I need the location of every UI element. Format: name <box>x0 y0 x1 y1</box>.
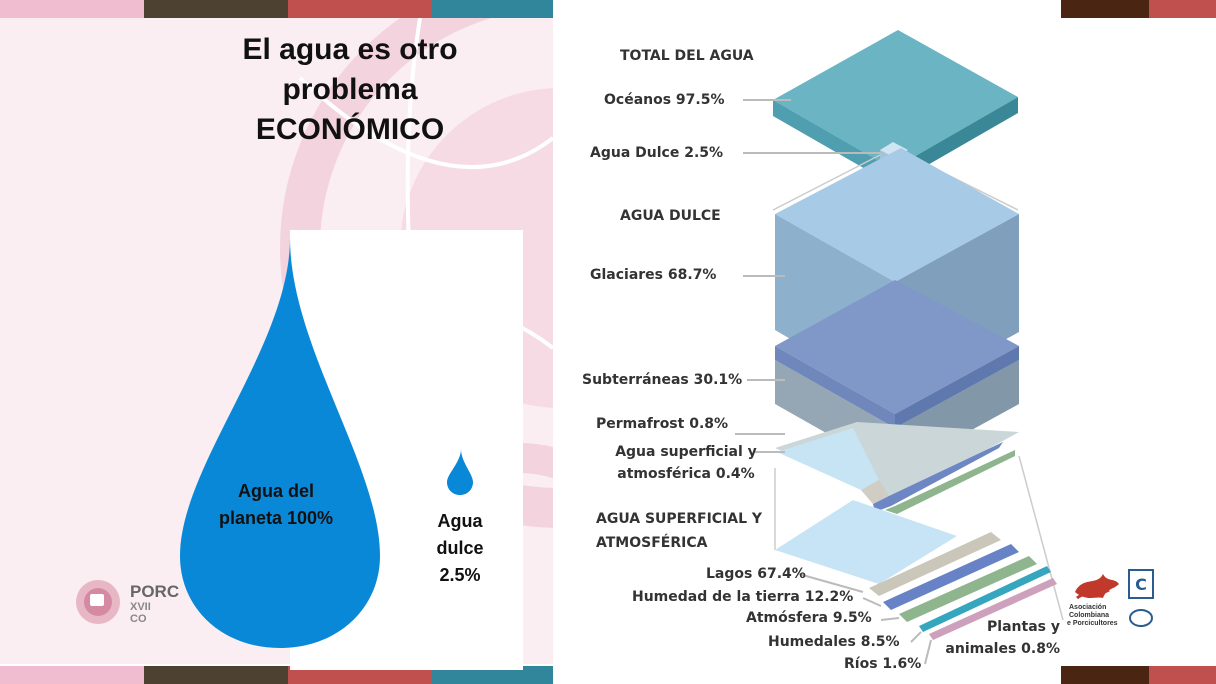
bottom-bar-red-right <box>1149 666 1216 684</box>
top-bar-pink <box>0 0 144 18</box>
surface-soil-strip <box>873 442 1003 512</box>
leader-line <box>862 597 882 607</box>
surface-atmospheric-label: Agua superficial y atmosférica 0.4% <box>615 444 757 482</box>
underground-stripe-right <box>895 346 1019 428</box>
surface-atmospheric-heading: AGUA SUPERFICIAL Y ATMOSFÉRICA <box>596 511 763 551</box>
logo-text-2: Colombiana <box>1069 612 1110 619</box>
oceans-slab-top <box>773 30 1018 169</box>
soil-moisture-strip <box>883 544 1019 610</box>
leader-line <box>798 573 864 593</box>
wetlands-strip <box>919 566 1051 632</box>
asociacion-porcicultores-logo: C Asociación Colombiana e Porcicultores <box>1063 562 1213 639</box>
connector-line <box>772 154 881 211</box>
underground-top <box>775 280 1019 414</box>
oceans-label: Océanos 97.5% <box>604 92 725 108</box>
connector-line <box>1018 455 1064 621</box>
surface-atmosphere-strip <box>885 450 1015 514</box>
plants-animals-label: Plantas y animales 0.8% <box>945 619 1060 657</box>
porcicultura-logo-icon <box>76 580 120 624</box>
rivers-strip <box>929 578 1057 640</box>
bottom-bar-teal <box>432 666 553 684</box>
underground-stripe-left <box>775 346 895 428</box>
fresh-water-label: Agua dulce 2.5% <box>436 511 484 585</box>
lakes-strip <box>869 532 1001 596</box>
atmosphere-strip <box>899 556 1037 622</box>
fresh-water-total-label: Agua Dulce 2.5% <box>590 145 724 161</box>
surface-lakes-strip <box>861 480 889 504</box>
porcicultura-logo: PORC XVII CO <box>72 578 179 631</box>
glaciers-label: Glaciares 68.7% <box>590 267 717 283</box>
bottom-bar-olive <box>144 666 288 684</box>
water-distribution-diagram <box>735 30 1064 665</box>
leader-line <box>910 631 922 643</box>
bottom-bar-brown <box>1061 666 1149 684</box>
planet-water-label: Agua del planeta 100% <box>218 481 334 528</box>
logo-text-sub: XVII CO <box>130 601 151 625</box>
leader-line <box>880 617 900 621</box>
porcicultores-logo-icon: C <box>1075 569 1154 627</box>
planet-water-drop-icon <box>180 238 380 648</box>
bottom-bar-red <box>288 666 432 684</box>
permafrost-label: Permafrost 0.8% <box>596 416 729 432</box>
logo-text-1: Asociación <box>1069 604 1107 611</box>
leader-line <box>924 639 932 665</box>
top-bar-red-right <box>1149 0 1216 18</box>
logo-text-3: e Porcicultores <box>1067 620 1118 627</box>
rivers-label: Ríos 1.6% <box>844 656 922 672</box>
glaciers-top <box>775 148 1019 282</box>
underground-label: Subterráneas 30.1% <box>582 372 743 388</box>
svg-text:C: C <box>1135 575 1147 594</box>
wetlands-label: Humedales 8.5% <box>768 634 900 650</box>
top-bar-teal <box>432 0 553 18</box>
surface-slab <box>775 500 957 584</box>
bottom-bar-pink <box>0 666 144 684</box>
fresh-water-drop-icon <box>447 449 473 495</box>
lakes-label: Lagos 67.4% <box>706 566 806 582</box>
soil-moisture-label: Humedad de la tierra 12.2% <box>632 589 854 605</box>
top-bar-brown <box>1061 0 1149 18</box>
logo-text-main: PORC <box>130 582 180 601</box>
atmosphere-label: Atmósfera 9.5% <box>746 610 872 626</box>
top-bar-red <box>288 0 432 18</box>
total-water-heading: TOTAL DEL AGUA <box>620 48 754 64</box>
slide-title: El agua es otro problema ECONÓMICO <box>242 33 458 146</box>
fresh-water-heading: AGUA DULCE <box>620 208 721 224</box>
surface-water-layer <box>777 428 879 490</box>
top-bar-olive <box>144 0 288 18</box>
